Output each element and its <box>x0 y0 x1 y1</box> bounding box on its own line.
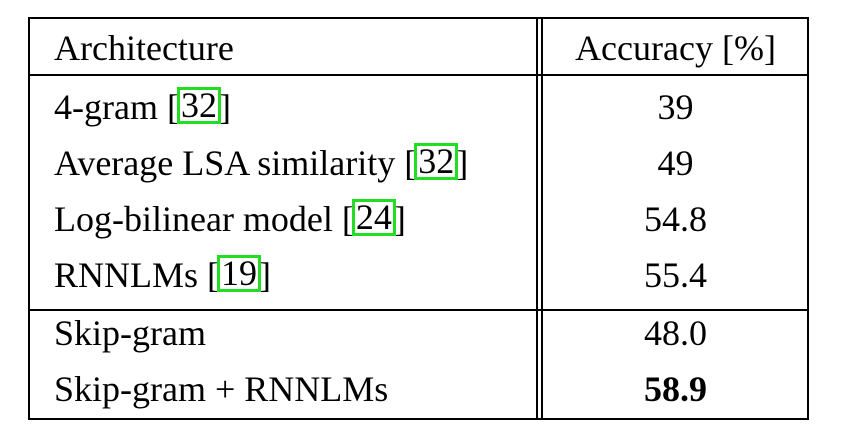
row-rnnlms-architecture: RNNLMs [19] <box>54 253 272 295</box>
column-divider-right <box>541 19 543 418</box>
row-rnnlms-accuracy: 55.4 <box>644 255 707 295</box>
architecture-name: Average LSA similarity <box>54 143 396 183</box>
row-skipgram-accuracy: 48.0 <box>644 313 707 353</box>
citation-link[interactable]: 32 <box>414 143 459 180</box>
citation-link[interactable]: 19 <box>217 255 262 292</box>
header-accuracy: Accuracy [%] <box>575 28 776 68</box>
architecture-name: RNNLMs <box>54 255 199 295</box>
row-skipgram-architecture: Skip-gram <box>54 313 206 353</box>
column-divider-left <box>536 19 538 418</box>
citation-link[interactable]: 32 <box>176 87 221 124</box>
row-skipgram-rnnlms-architecture: Skip-gram + RNNLMs <box>54 369 389 409</box>
header-architecture: Architecture <box>54 28 234 68</box>
row-4gram-accuracy: 39 <box>657 87 694 127</box>
architecture-name: 4-gram <box>54 87 158 127</box>
row-logbilinear-accuracy: 54.8 <box>644 199 707 239</box>
row-logbilinear-architecture: Log-bilinear model [24] <box>54 197 406 239</box>
citation-link[interactable]: 24 <box>351 199 396 236</box>
row-skipgram-rnnlms-accuracy: 58.9 <box>644 369 707 409</box>
row-4gram-architecture: 4-gram [32] <box>54 85 231 127</box>
group-divider <box>30 309 807 311</box>
header-divider <box>30 74 807 76</box>
row-lsa-architecture: Average LSA similarity [32] <box>54 141 469 183</box>
architecture-name: Log-bilinear model <box>54 199 333 239</box>
row-lsa-accuracy: 49 <box>657 143 694 183</box>
results-table: Architecture Accuracy [%] 4-gram [32] 39… <box>28 17 809 420</box>
